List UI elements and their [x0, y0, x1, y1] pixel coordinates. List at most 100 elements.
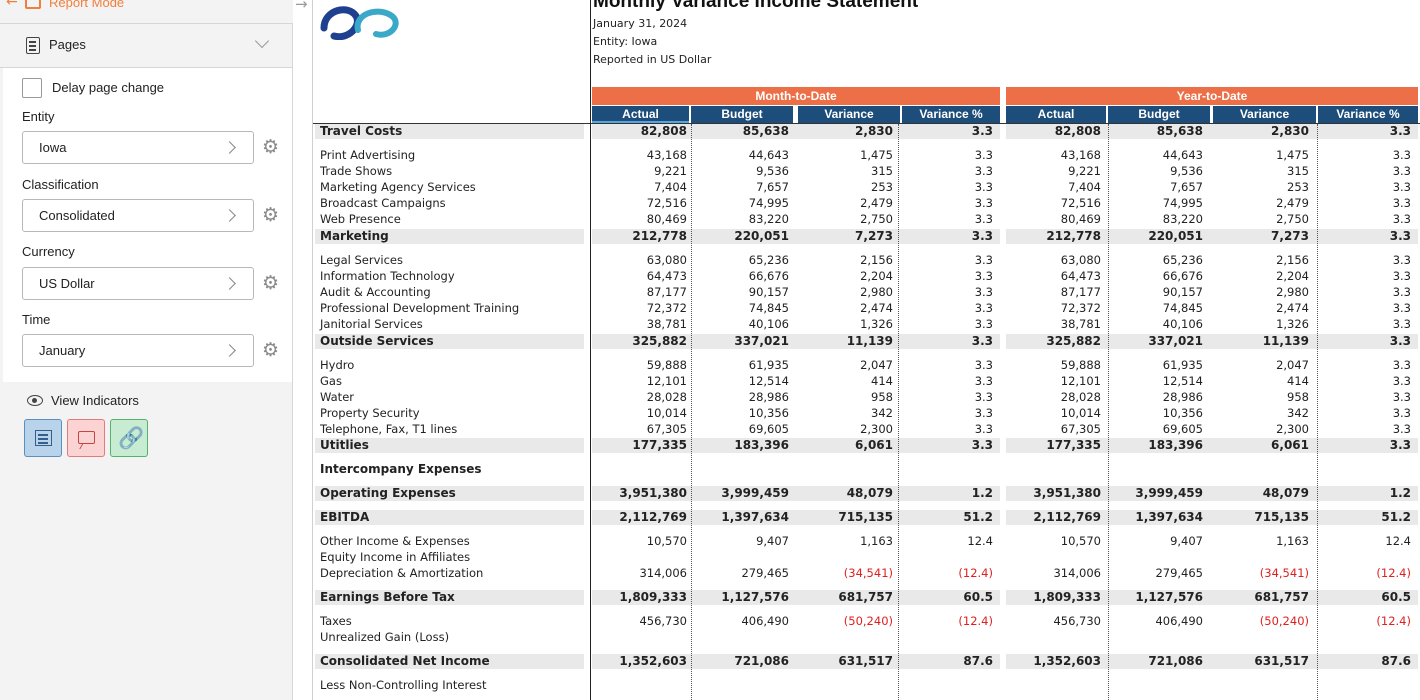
table-cell[interactable]: 3.3 [971, 124, 993, 138]
table-cell[interactable]: (12.4) [958, 566, 993, 580]
table-cell[interactable]: 315 [1287, 164, 1309, 178]
table-cell[interactable]: 72,516 [1060, 196, 1101, 210]
table-cell[interactable]: 681,757 [1254, 590, 1309, 604]
table-cell[interactable]: 9,536 [1170, 164, 1203, 178]
table-cell[interactable]: 315 [871, 164, 893, 178]
table-cell[interactable]: 1,475 [860, 148, 893, 162]
table-cell[interactable]: 1,127,576 [1135, 590, 1203, 604]
table-cell[interactable]: 406,490 [741, 614, 789, 628]
table-cell[interactable]: 43,168 [646, 148, 687, 162]
table-cell[interactable]: 63,080 [646, 253, 687, 267]
table-cell[interactable]: 1,326 [860, 317, 893, 331]
table-cell[interactable]: 3.3 [1392, 285, 1411, 299]
table-cell[interactable]: 3.3 [974, 422, 993, 436]
table-cell[interactable]: 2,474 [860, 301, 893, 315]
table-cell[interactable]: 1.2 [971, 486, 993, 500]
table-cell[interactable]: 7,657 [756, 180, 789, 194]
table-cell[interactable]: 12.4 [967, 534, 993, 548]
table-cell[interactable]: 3.3 [971, 438, 993, 452]
table-cell[interactable]: 631,517 [1254, 654, 1309, 668]
table-cell[interactable]: 87,177 [1060, 285, 1101, 299]
table-cell[interactable]: 64,473 [1060, 269, 1101, 283]
table-cell[interactable]: 715,135 [838, 510, 893, 524]
table-cell[interactable]: 2,300 [860, 422, 893, 436]
table-cell[interactable]: 72,372 [646, 301, 687, 315]
back-arrow-icon[interactable]: ← [6, 0, 18, 10]
table-cell[interactable]: 1,397,634 [1135, 510, 1203, 524]
table-cell[interactable]: 2,980 [1276, 285, 1309, 299]
table-cell[interactable]: 87,177 [646, 285, 687, 299]
table-cell[interactable]: 7,273 [855, 229, 893, 243]
table-cell[interactable]: 11,139 [1262, 334, 1309, 348]
table-cell[interactable]: 325,882 [1046, 334, 1101, 348]
table-cell[interactable]: 456,730 [639, 614, 687, 628]
table-cell[interactable]: 325,882 [632, 334, 687, 348]
table-cell[interactable]: 9,221 [1068, 164, 1101, 178]
table-cell[interactable]: 3.3 [974, 374, 993, 388]
table-cell[interactable]: 314,006 [639, 566, 687, 580]
table-cell[interactable]: 10,014 [1060, 406, 1101, 420]
table-cell[interactable]: 10,356 [748, 406, 789, 420]
table-cell[interactable]: 715,135 [1254, 510, 1309, 524]
currency-selector[interactable]: US Dollar [22, 267, 254, 300]
table-cell[interactable]: (12.4) [1376, 614, 1411, 628]
table-cell[interactable]: 74,995 [1162, 196, 1203, 210]
table-cell[interactable]: 314,006 [1053, 566, 1101, 580]
table-cell[interactable]: 3,999,459 [1135, 486, 1203, 500]
table-cell[interactable]: 85,638 [1156, 124, 1203, 138]
table-cell[interactable]: 72,372 [1060, 301, 1101, 315]
table-cell[interactable]: 183,396 [734, 438, 789, 452]
table-cell[interactable]: 11,139 [846, 334, 893, 348]
table-cell[interactable]: 3.3 [1392, 374, 1411, 388]
pages-section-header[interactable]: Pages [0, 24, 292, 68]
table-cell[interactable]: 3.3 [971, 334, 993, 348]
table-cell[interactable]: 59,888 [646, 358, 687, 372]
table-cell[interactable]: 279,465 [1155, 566, 1203, 580]
table-cell[interactable]: 3.3 [974, 285, 993, 299]
table-cell[interactable]: 2,479 [860, 196, 893, 210]
table-cell[interactable]: 183,396 [1148, 438, 1203, 452]
table-cell[interactable]: 177,335 [632, 438, 687, 452]
table-cell[interactable]: 1,809,333 [619, 590, 687, 604]
classification-selector[interactable]: Consolidated [22, 199, 254, 232]
table-cell[interactable]: 3.3 [974, 196, 993, 210]
table-cell[interactable]: 3.3 [974, 164, 993, 178]
table-cell[interactable]: 28,028 [646, 390, 687, 404]
table-cell[interactable]: 3.3 [974, 269, 993, 283]
table-cell[interactable]: 3.3 [1392, 148, 1411, 162]
table-cell[interactable]: 3.3 [1392, 180, 1411, 194]
table-cell[interactable]: 3.3 [1389, 334, 1411, 348]
table-cell[interactable]: 2,750 [860, 212, 893, 226]
table-cell[interactable]: 6,061 [1271, 438, 1309, 452]
table-cell[interactable]: 10,570 [646, 534, 687, 548]
table-cell[interactable]: 3.3 [1392, 269, 1411, 283]
table-cell[interactable]: (34,541) [843, 566, 893, 580]
table-cell[interactable]: 342 [871, 406, 893, 420]
table-cell[interactable]: 3.3 [974, 390, 993, 404]
table-cell[interactable]: 10,570 [1060, 534, 1101, 548]
table-cell[interactable]: 3,951,380 [1033, 486, 1101, 500]
table-cell[interactable]: 10,014 [646, 406, 687, 420]
table-cell[interactable]: 2,112,769 [619, 510, 687, 524]
table-cell[interactable]: 63,080 [1060, 253, 1101, 267]
table-cell[interactable]: 12,514 [1162, 374, 1203, 388]
table-cell[interactable]: 1,352,603 [1033, 654, 1101, 668]
table-cell[interactable]: 3.3 [974, 301, 993, 315]
table-cell[interactable]: 80,469 [646, 212, 687, 226]
table-cell[interactable]: 220,051 [1148, 229, 1203, 243]
table-cell[interactable]: (12.4) [958, 614, 993, 628]
comment-indicator-button[interactable] [67, 419, 105, 457]
table-cell[interactable]: 337,021 [734, 334, 789, 348]
gear-icon[interactable]: ⚙ [262, 204, 280, 226]
table-cell[interactable]: 3.3 [1392, 406, 1411, 420]
table-cell[interactable]: 3.3 [974, 180, 993, 194]
table-cell[interactable]: 2,980 [860, 285, 893, 299]
table-cell[interactable]: 44,643 [1162, 148, 1203, 162]
table-cell[interactable]: 2,479 [1276, 196, 1309, 210]
table-cell[interactable]: 1.2 [1389, 486, 1411, 500]
table-cell[interactable]: 51.2 [963, 510, 993, 524]
table-cell[interactable]: 1,326 [1276, 317, 1309, 331]
table-cell[interactable]: (34,541) [1259, 566, 1309, 580]
report-mode-label[interactable]: Report Mode [49, 0, 125, 10]
table-cell[interactable]: 28,986 [1162, 390, 1203, 404]
